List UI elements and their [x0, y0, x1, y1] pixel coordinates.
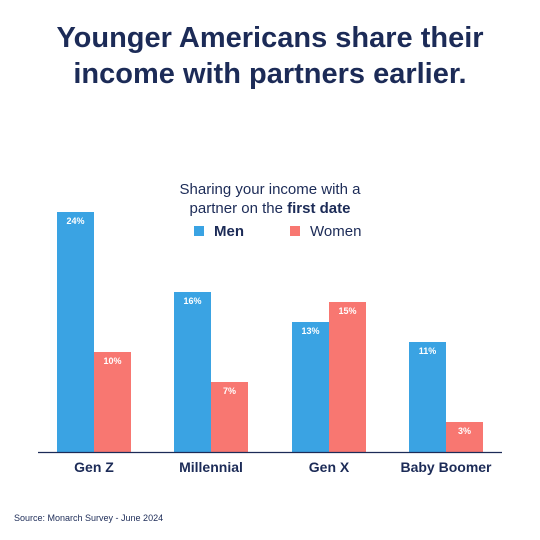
legend-label-women: Women — [310, 222, 362, 240]
bar-men-baby-boomer — [409, 342, 446, 452]
bar-men-millennial — [174, 292, 211, 452]
legend-item-women: Women — [290, 222, 361, 240]
chart-title: Younger Americans share their income wit… — [0, 20, 540, 92]
bar-women-baby-boomer — [446, 422, 483, 452]
source-note: Source: Monarch Survey - June 2024 — [14, 513, 164, 523]
data-label-men-gen-z: 24% — [66, 216, 84, 226]
data-label-women-gen-x: 15% — [338, 306, 356, 316]
data-label-men-baby-boomer: 11% — [419, 346, 437, 356]
legend-swatch-men — [194, 226, 204, 236]
data-label-women-baby-boomer: 3% — [458, 426, 471, 436]
bar-women-gen-x — [329, 302, 366, 452]
x-tick-label-baby-boomer: Baby Boomer — [400, 459, 492, 475]
chart-subtitle: Sharing your income with a partner on th… — [0, 180, 540, 218]
chart-subtitle-emphasis: first date — [287, 200, 351, 217]
x-tick-label-gen-z: Gen Z — [74, 459, 114, 475]
chart-subtitle-prefix: partner on the — [189, 200, 288, 217]
legend-label-men: Men — [214, 222, 244, 240]
chart-title-line-1: Younger Americans share their — [56, 22, 484, 54]
x-tick-label-millennial: Millennial — [179, 459, 243, 475]
chart-subtitle-line-1: Sharing your income with a — [179, 181, 361, 198]
chart-legend: Men Women — [0, 222, 540, 240]
chart-title-line-2: income with partners earlier. — [73, 58, 467, 90]
chart-subtitle-line-2: partner on the first date — [0, 199, 540, 218]
legend-item-men: Men — [194, 222, 244, 240]
bar-women-millennial — [211, 382, 248, 452]
data-label-men-gen-x: 13% — [301, 326, 319, 336]
data-label-women-gen-z: 10% — [103, 356, 121, 366]
bar-men-gen-x — [292, 322, 329, 452]
data-label-women-millennial: 7% — [223, 386, 236, 396]
bar-women-gen-z — [94, 352, 131, 452]
legend-swatch-women — [290, 226, 300, 236]
x-tick-label-gen-x: Gen X — [309, 459, 350, 475]
data-label-men-millennial: 16% — [183, 296, 201, 306]
bar-men-gen-z — [57, 212, 94, 452]
